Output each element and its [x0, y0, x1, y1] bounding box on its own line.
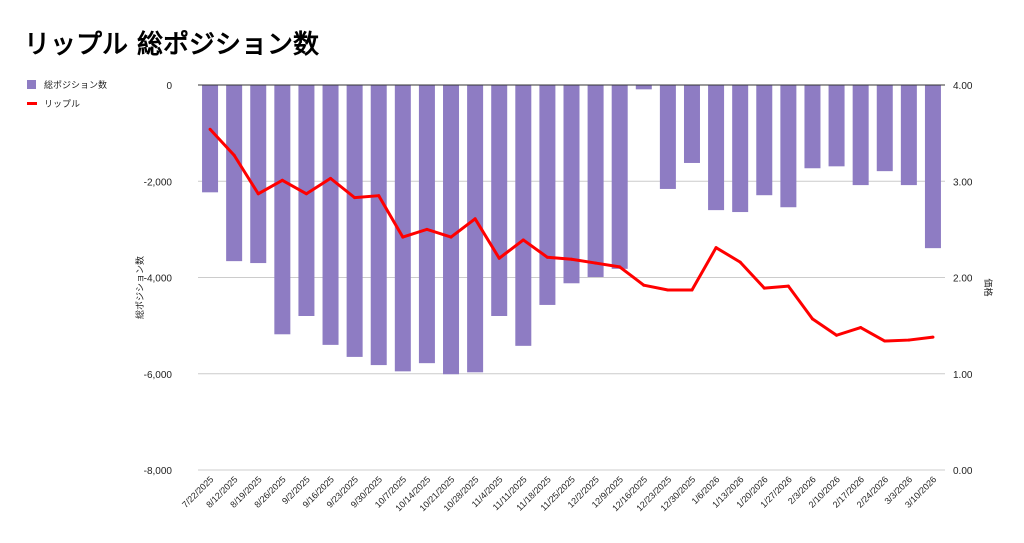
price-point [883, 339, 887, 343]
bar [250, 85, 267, 264]
price-point [810, 317, 814, 321]
price-point [714, 246, 718, 250]
price-point [786, 284, 790, 288]
price-point [570, 257, 573, 261]
price-point [545, 255, 549, 259]
price-point [762, 286, 766, 290]
bar [322, 85, 339, 345]
bar [274, 85, 291, 335]
bar [708, 85, 725, 211]
bar [683, 85, 700, 163]
price-point [473, 217, 477, 221]
price-point [377, 194, 381, 198]
price-point [329, 176, 333, 180]
price-point [931, 335, 935, 339]
price-point [835, 333, 839, 337]
y-tick-right: 4.00 [953, 81, 973, 92]
price-point [618, 265, 622, 269]
bar [780, 85, 797, 208]
price-point [738, 260, 742, 264]
price-point [594, 261, 598, 265]
bar [828, 85, 845, 167]
price-point [449, 235, 453, 239]
price-point [232, 153, 236, 157]
price-point [521, 238, 525, 242]
chart-title: リップル 総ポジション数 [24, 30, 320, 60]
price-point [353, 196, 357, 200]
y-tick-right: 1.00 [953, 370, 973, 381]
y-tick-right: 3.00 [953, 177, 973, 188]
price-point [666, 288, 670, 292]
bar [515, 85, 532, 346]
bar [346, 85, 363, 357]
bar [491, 85, 508, 316]
y-tick-right: 0.00 [953, 466, 973, 477]
legend-swatch-bar [27, 80, 36, 89]
bar [900, 85, 917, 186]
bar [635, 85, 652, 90]
bar [732, 85, 749, 213]
y-tick-left: -6,000 [144, 370, 173, 381]
bar [611, 85, 628, 269]
bar [418, 85, 435, 364]
y-axis-title-left: 総ポジション数 [134, 256, 146, 319]
bar [804, 85, 821, 169]
price-point [304, 192, 308, 196]
bar [467, 85, 484, 373]
y-tick-left: -4,000 [144, 274, 173, 285]
price-point [859, 326, 863, 330]
y-tick-left: -8,000 [144, 466, 173, 477]
price-point [642, 283, 646, 287]
legend-label: 総ポジション数 [44, 79, 107, 91]
bar [756, 85, 773, 196]
price-point [690, 288, 694, 292]
price-point [256, 192, 260, 196]
price-point [401, 235, 405, 239]
bar [539, 85, 556, 305]
bar [659, 85, 676, 189]
price-point [280, 178, 284, 182]
bar [876, 85, 893, 172]
bar [226, 85, 243, 262]
bar [394, 85, 411, 372]
y-tick-left: 0 [166, 81, 172, 92]
bar [563, 85, 580, 284]
bar [852, 85, 869, 186]
price-point [208, 127, 212, 131]
bar [370, 85, 387, 366]
bar [924, 85, 941, 249]
y-tick-right: 2.00 [953, 274, 973, 285]
y-tick-left: -2,000 [144, 177, 173, 188]
bar [202, 85, 219, 193]
legend-swatch-line [27, 102, 37, 105]
price-point [425, 227, 429, 231]
y-axis-title-right: 価格 [982, 278, 994, 296]
price-point [497, 256, 501, 260]
bar [298, 85, 315, 316]
bar [443, 85, 460, 375]
price-point [907, 338, 911, 342]
legend-label: リップル [44, 99, 80, 110]
bar [587, 85, 604, 278]
